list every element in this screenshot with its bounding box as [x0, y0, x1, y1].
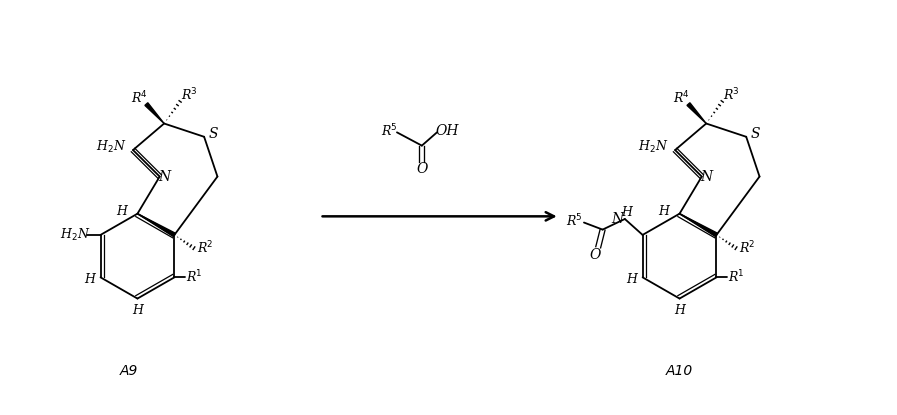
Text: H: H	[658, 205, 669, 218]
Text: O: O	[416, 161, 428, 176]
Polygon shape	[680, 214, 718, 237]
Polygon shape	[137, 214, 176, 237]
Text: R$^4$: R$^4$	[131, 90, 148, 106]
Text: H: H	[116, 205, 126, 218]
Text: R$^5$: R$^5$	[380, 122, 397, 139]
Text: H$_2$N: H$_2$N	[96, 139, 126, 156]
Text: N: N	[612, 212, 623, 226]
Text: A10: A10	[666, 364, 693, 378]
Text: R$^3$: R$^3$	[180, 87, 197, 103]
Text: H$_2$N: H$_2$N	[638, 139, 668, 156]
Text: A9: A9	[119, 364, 138, 378]
Polygon shape	[145, 103, 164, 124]
Text: N: N	[701, 171, 712, 184]
Text: H: H	[84, 273, 95, 286]
Text: R$^3$: R$^3$	[723, 87, 739, 103]
Text: H$_2$N: H$_2$N	[60, 227, 91, 243]
Text: R$^1$: R$^1$	[727, 269, 745, 286]
Text: R$^5$: R$^5$	[566, 212, 582, 229]
Text: R$^4$: R$^4$	[673, 90, 690, 106]
Text: OH: OH	[435, 124, 458, 138]
Text: O: O	[590, 248, 601, 262]
Polygon shape	[687, 103, 706, 124]
Text: N: N	[158, 171, 170, 184]
Text: R$^1$: R$^1$	[186, 269, 202, 286]
Text: R$^2$: R$^2$	[739, 240, 756, 256]
Text: H: H	[132, 303, 143, 317]
Text: S: S	[208, 127, 218, 141]
Text: S: S	[750, 127, 760, 141]
Text: H: H	[675, 303, 685, 317]
Text: R$^2$: R$^2$	[197, 240, 213, 256]
Text: H: H	[622, 206, 632, 219]
Text: H: H	[626, 273, 638, 286]
